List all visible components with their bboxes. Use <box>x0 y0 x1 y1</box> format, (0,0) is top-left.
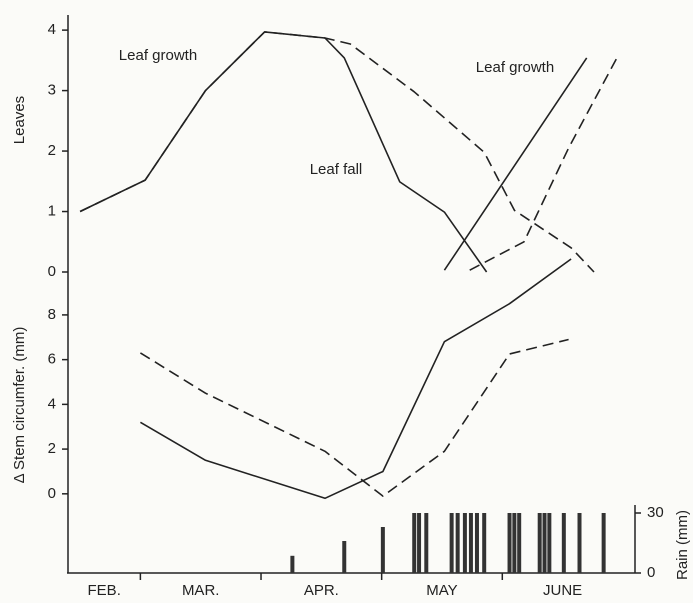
rain-bar <box>449 513 454 573</box>
rain-bar <box>507 513 512 573</box>
rain-bar <box>474 513 479 573</box>
annotation: Leaf growth <box>119 47 197 64</box>
rain-bar <box>412 513 417 573</box>
y-tick-label: 0 <box>48 485 56 502</box>
y-tick-label: 1 <box>48 202 56 219</box>
rain-bar <box>417 513 422 573</box>
y-tick-label: 2 <box>48 142 56 159</box>
annotation: Leaf growth <box>476 59 554 76</box>
rain-bar <box>537 513 542 573</box>
y-tick-label: 6 <box>48 351 56 368</box>
y-tick-label: 4 <box>48 395 56 412</box>
data-line <box>79 31 595 273</box>
data-line <box>139 338 569 497</box>
x-tick-label: MAR. <box>182 582 220 599</box>
rain-bar <box>517 513 522 573</box>
y-tick-label: 0 <box>48 263 56 280</box>
rain-bar <box>601 513 606 573</box>
y-tick-label: 8 <box>48 306 56 323</box>
x-tick-label: APR. <box>304 582 339 599</box>
y-tick-label: 30 <box>647 504 664 521</box>
rain-bar <box>462 513 467 573</box>
x-tick-label: JUNE <box>543 582 582 599</box>
rain-bar <box>380 527 385 573</box>
data-line <box>443 57 588 271</box>
rain-bar <box>424 513 429 573</box>
rain-bar <box>512 513 517 573</box>
data-line <box>139 258 572 500</box>
rain-bar <box>468 513 473 573</box>
x-tick-label: MAY <box>426 582 457 599</box>
rain-bar <box>482 513 487 573</box>
rain-bar <box>342 541 347 573</box>
y-axis-label: Δ Stem circumfer. (mm) <box>11 327 28 484</box>
rain-bar <box>455 513 460 573</box>
x-tick-label: FEB. <box>88 582 121 599</box>
data-line <box>79 31 488 273</box>
y-tick-label: 2 <box>48 440 56 457</box>
y-tick-label: 0 <box>647 564 655 581</box>
rain-bar <box>577 513 582 573</box>
y-tick-label: 3 <box>48 82 56 99</box>
y-tick-label: 4 <box>48 21 56 38</box>
y2-axis-label: Rain (mm) <box>674 510 691 580</box>
rain-bar <box>542 513 547 573</box>
rain-bar <box>290 555 295 573</box>
data-line <box>469 57 618 271</box>
rain-bar <box>547 513 552 573</box>
rain-bar <box>561 513 566 573</box>
annotation: Leaf fall <box>310 161 363 178</box>
y-axis-label: Leaves <box>11 96 28 144</box>
